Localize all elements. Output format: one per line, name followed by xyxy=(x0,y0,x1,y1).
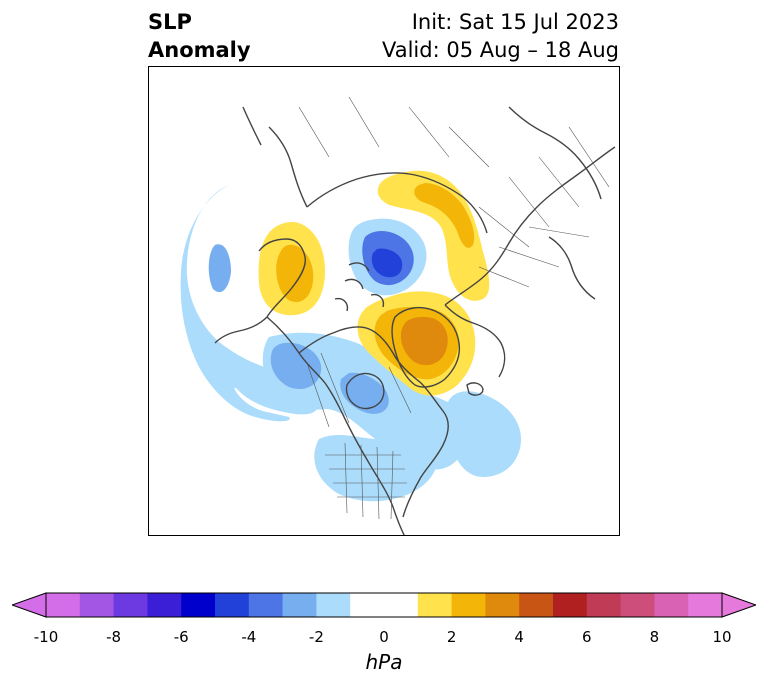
iceland-coastline xyxy=(466,382,484,396)
colorbar-outline xyxy=(45,592,723,618)
map-panel xyxy=(148,66,620,536)
colorbar-tick-label: 0 xyxy=(379,628,389,646)
colorbar-cell xyxy=(282,593,317,617)
colorbar-unit-label: hPa xyxy=(365,650,403,674)
valid-period-label: Valid: 05 Aug – 18 Aug xyxy=(381,38,619,62)
colorbar-cell xyxy=(215,593,250,617)
colorbar-cell xyxy=(46,593,81,617)
colorbar-cell xyxy=(485,593,520,617)
north-america-coastline xyxy=(266,316,449,535)
colorbar-tick-label: -6 xyxy=(173,628,189,646)
colorbar-tick-label: -8 xyxy=(106,628,122,646)
alaska-coastline xyxy=(214,238,306,344)
central-arctic-negative-core xyxy=(371,248,403,278)
colorbar-tick-label: 10 xyxy=(712,628,732,646)
colorbar-tick-label: -4 xyxy=(241,628,257,646)
plot-title-left: SLP Anomaly xyxy=(148,8,251,64)
hudson-bay-coastline xyxy=(345,372,385,410)
siberia-coastline xyxy=(306,172,488,234)
colorbar-tick-label: 2 xyxy=(446,628,457,646)
colorbar-cell xyxy=(553,593,588,617)
title-variable: SLP xyxy=(148,10,192,34)
colorbar-cell xyxy=(519,593,554,617)
colorbar-cell xyxy=(586,593,622,617)
colorbar-tick-label: -2 xyxy=(308,628,324,646)
colorbar-extend-min xyxy=(12,592,47,618)
init-date-label: Init: Sat 15 Jul 2023 xyxy=(411,10,619,34)
north-pacific-negative-core xyxy=(208,244,231,293)
colorbar-cell xyxy=(79,593,115,617)
colorbar-tick-label: -10 xyxy=(33,628,59,646)
us-state-borders xyxy=(325,442,407,520)
colorbar xyxy=(12,592,756,618)
colorbar-cell xyxy=(654,593,689,617)
colorbar-cell xyxy=(620,593,655,617)
siberia-positive-anomaly xyxy=(377,170,490,301)
colorbar-tick-label: 8 xyxy=(649,628,660,646)
siberia-positive-core xyxy=(414,183,475,248)
colorbar-cell xyxy=(248,593,284,617)
colorbar-cell xyxy=(181,593,216,617)
colorbar-cell xyxy=(417,593,453,617)
colorbar-cells xyxy=(46,593,723,617)
north-pacific-negative-anomaly xyxy=(180,185,318,422)
alaska-positive-core xyxy=(276,244,314,303)
western-canada-negative-core xyxy=(270,342,322,390)
coastline-layer xyxy=(214,106,616,535)
north-atlantic-negative-anomaly xyxy=(447,391,521,477)
greenland-positive-core xyxy=(400,316,448,366)
colorbar-cell xyxy=(113,593,148,617)
eurasia-country-borders xyxy=(298,96,610,288)
greenland-coastline xyxy=(391,306,461,388)
plot-title-right: Init: Sat 15 Jul 2023 Valid: 05 Aug – 18… xyxy=(382,8,619,64)
title-variable-anomaly: Anomaly xyxy=(148,38,251,62)
eurasia-coastline xyxy=(444,146,616,378)
colorbar-tick-label: 4 xyxy=(514,628,524,646)
colorbar-cell xyxy=(147,593,182,617)
colorbar-extend-max xyxy=(721,592,756,618)
arctic-islands-coastline xyxy=(334,262,385,312)
colorbar-cell xyxy=(316,593,351,617)
colorbar-cell xyxy=(451,593,486,617)
europe-coastline xyxy=(508,106,602,300)
slp-anomaly-map xyxy=(180,96,616,535)
colorbar-tick-label: 6 xyxy=(582,628,592,646)
anomaly-fill-layer xyxy=(180,170,521,502)
colorbar-cell xyxy=(350,593,419,617)
eastern-us-negative-anomaly xyxy=(314,434,437,502)
colorbar-cell xyxy=(688,593,723,617)
east-asia-coastline xyxy=(242,106,308,208)
canada-province-borders xyxy=(306,352,412,428)
country-borders-layer xyxy=(298,96,610,520)
